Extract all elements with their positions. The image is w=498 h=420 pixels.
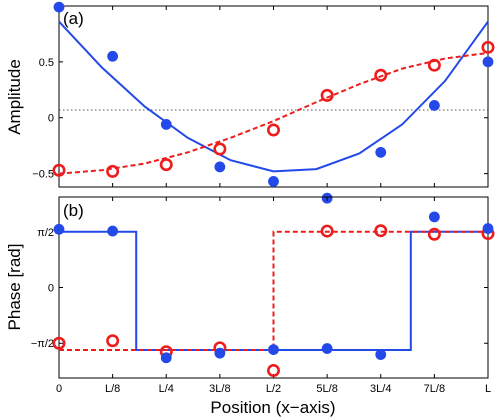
amplitude-point-red bbox=[106, 164, 120, 178]
amplitude-point-blue bbox=[160, 119, 172, 130]
amplitude-ytick-label: 0.5 bbox=[39, 57, 54, 69]
phase-fit-line-red bbox=[59, 230, 488, 351]
phase-ylabel: Phase [rad] bbox=[5, 244, 24, 331]
amplitude-fits bbox=[58, 20, 489, 175]
phase-point-blue bbox=[53, 223, 65, 235]
phase-point-blue bbox=[268, 344, 279, 356]
x-tick-label: L/2 bbox=[266, 383, 281, 395]
phase-xtickmarks bbox=[58, 197, 489, 378]
amplitude-point-red bbox=[374, 68, 388, 82]
phase-point-red bbox=[52, 336, 66, 350]
phase-ytick-label: 0 bbox=[48, 283, 54, 295]
phase-point-blue bbox=[107, 225, 119, 237]
phase-point-red bbox=[320, 224, 334, 238]
panel-label-b: (b) bbox=[63, 201, 84, 220]
panel-label-a: (a) bbox=[63, 9, 84, 28]
amplitude-point-red bbox=[320, 88, 334, 102]
amplitude-point-red bbox=[481, 40, 495, 54]
x-tick-label: 3L/8 bbox=[209, 383, 230, 395]
amplitude-panel: (a) Amplitude 0.5 0 −0.5 bbox=[5, 1, 495, 204]
amplitude-yticks: 0.5 0 −0.5 bbox=[32, 57, 488, 181]
x-tick-label: L/4 bbox=[159, 383, 174, 395]
amplitude-point-blue bbox=[107, 50, 119, 62]
amplitude-ytick-label: −0.5 bbox=[32, 169, 54, 181]
amplitude-point-blue bbox=[428, 100, 440, 111]
amplitude-point-blue bbox=[482, 56, 494, 68]
amplitude-point-red bbox=[52, 163, 66, 177]
x-axis-label: Position (x−axis) bbox=[210, 398, 335, 417]
amplitude-ytick-label: 0 bbox=[48, 113, 54, 125]
x-tick-label: L/8 bbox=[105, 383, 120, 395]
amplitude-fit-line-blue bbox=[58, 20, 489, 173]
amplitude-point-blue bbox=[53, 1, 65, 13]
phase-ytick-label: −π/2 bbox=[31, 338, 54, 350]
phase-point-blue bbox=[482, 223, 494, 234]
amplitude-points bbox=[52, 1, 495, 204]
phase-point-red bbox=[374, 224, 388, 238]
phase-point-red bbox=[427, 227, 441, 241]
amplitude-point-red bbox=[159, 158, 173, 172]
amplitude-point-red bbox=[427, 58, 441, 72]
phase-yticks: π/2 0 −π/2 bbox=[31, 227, 488, 350]
x-tick-label: L bbox=[485, 383, 491, 395]
amplitude-point-blue bbox=[214, 161, 226, 173]
phase-point-blue bbox=[375, 349, 387, 360]
x-tick-labels: 0 L/8 L/4 3L/8 L/2 5L/8 3L/4 7L/8 L bbox=[56, 383, 491, 395]
amplitude-ylabel: Amplitude bbox=[5, 59, 24, 135]
x-tick-label: 0 bbox=[56, 383, 62, 395]
amplitude-point-red bbox=[266, 123, 280, 137]
x-tick-label: 3L/4 bbox=[370, 383, 391, 395]
amplitude-frame bbox=[58, 5, 489, 188]
phase-points bbox=[52, 211, 495, 378]
phase-point-blue bbox=[160, 352, 172, 364]
phase-point-blue bbox=[321, 343, 333, 354]
phase-ytick-label: π/2 bbox=[37, 227, 54, 239]
x-tick-label: 7L/8 bbox=[424, 383, 445, 395]
phase-point-blue bbox=[428, 211, 440, 223]
amplitude-fit-line-red bbox=[58, 51, 489, 175]
amplitude-point-blue bbox=[268, 176, 279, 187]
phase-point-blue bbox=[214, 347, 226, 359]
amplitude-xtickmarks bbox=[58, 6, 489, 187]
phase-point-red bbox=[266, 364, 280, 378]
phase-panel: (b) Phase [rad] π/2 0 −π/2 bbox=[5, 196, 495, 379]
amplitude-point-red bbox=[213, 142, 227, 156]
phase-fits bbox=[59, 230, 488, 351]
x-tick-label: 5L/8 bbox=[316, 383, 337, 395]
phase-point-red bbox=[106, 334, 120, 348]
amplitude-point-blue bbox=[375, 146, 387, 158]
